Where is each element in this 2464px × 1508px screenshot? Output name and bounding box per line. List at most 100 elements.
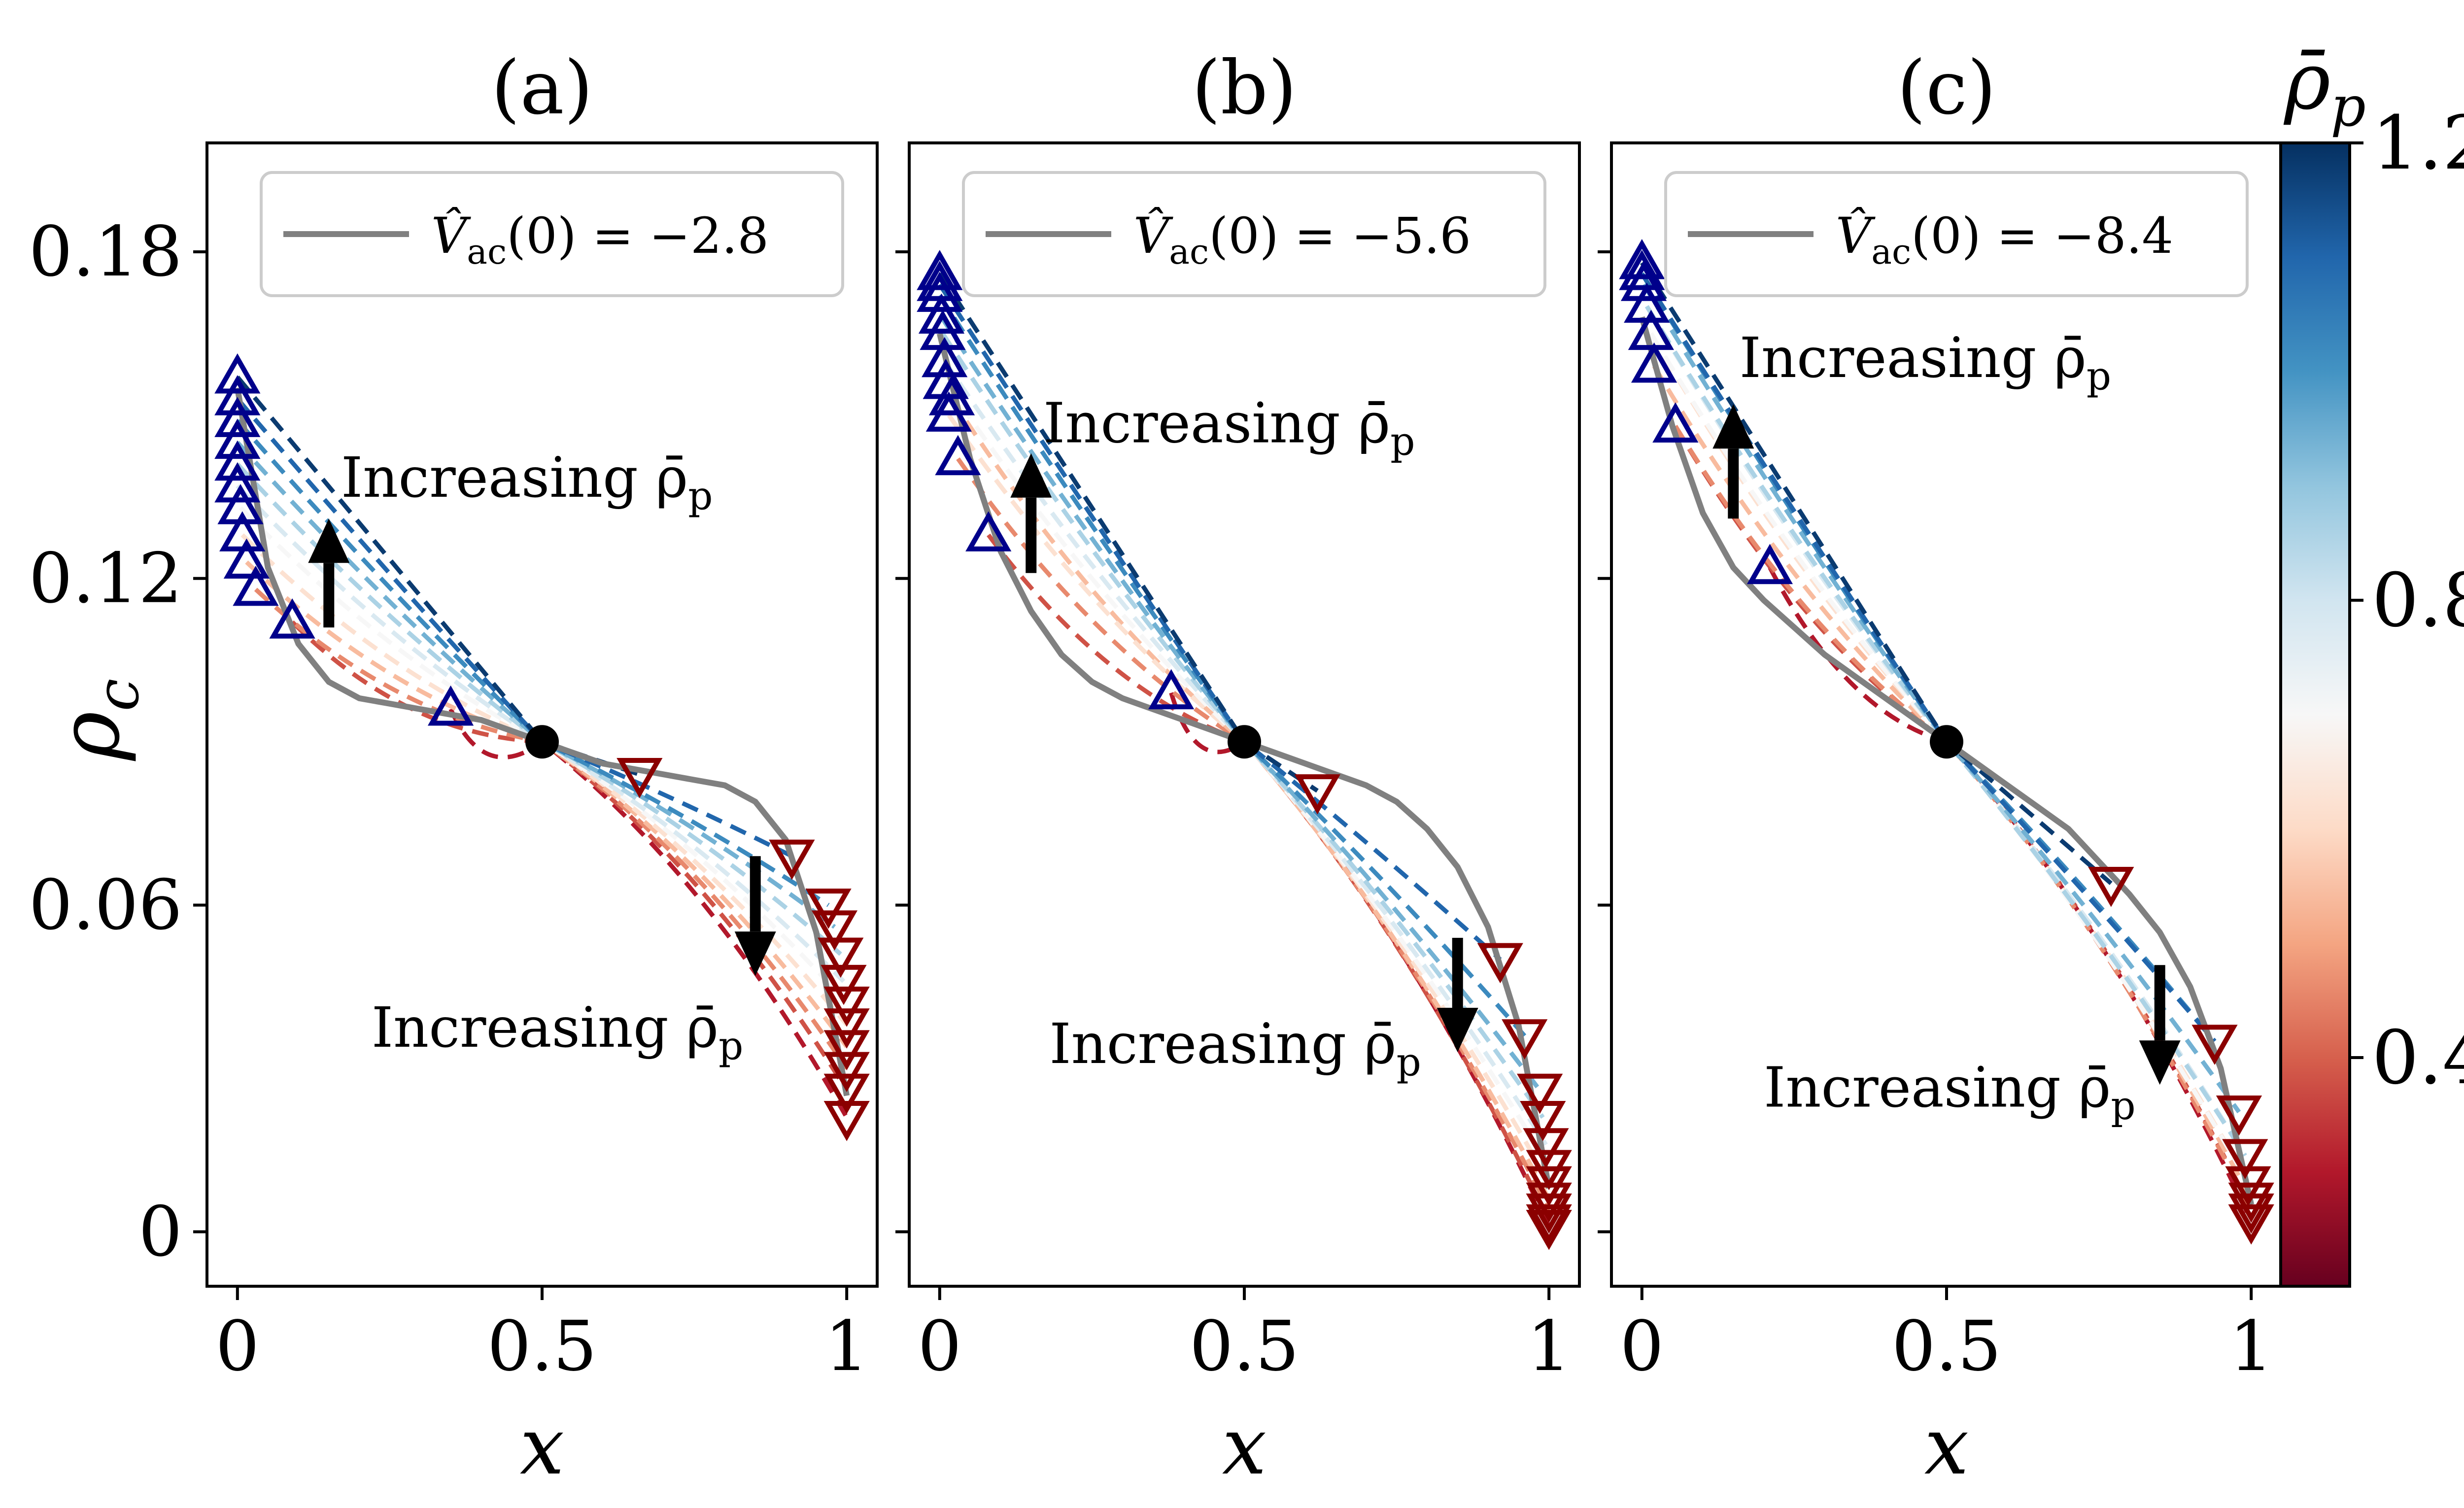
legend-box <box>962 171 1546 297</box>
series-line <box>938 283 1502 961</box>
x-tick-label: 0.5 <box>487 1306 597 1387</box>
legend-label: V̂ac(0) = −5.6 <box>1133 207 1471 272</box>
down-triangle-marker <box>1526 1204 1572 1245</box>
series-line <box>938 272 1319 793</box>
down-triangle-marker <box>616 758 663 798</box>
down-triangle-marker <box>1526 1182 1572 1223</box>
annotation-bottom: Increasing ρ̄p <box>1764 1056 2135 1128</box>
annotation-top: Increasing ρ̄p <box>1740 326 2111 399</box>
up-triangle-marker <box>918 293 965 334</box>
up-triangle-marker <box>1631 342 1677 383</box>
down-triangle-marker <box>1520 1101 1566 1141</box>
down-triangle-marker <box>811 910 858 951</box>
up-triangle-marker <box>1628 309 1674 350</box>
up-arrow <box>308 518 350 563</box>
up-triangle-marker <box>233 565 279 606</box>
x-tick-label: 0.5 <box>1190 1306 1300 1387</box>
up-arrow <box>1010 453 1052 498</box>
down-triangle-marker <box>805 889 852 929</box>
colorbar-tick-label: 0.8 <box>2372 558 2464 644</box>
up-arrow <box>1712 404 1754 449</box>
down-arrow <box>734 931 776 976</box>
up-triangle-marker <box>917 272 963 312</box>
up-triangle-marker <box>965 511 1012 551</box>
annotation-top: Increasing ρ̄p <box>1043 392 1415 464</box>
down-triangle-marker <box>769 839 815 880</box>
up-triangle-marker <box>917 250 963 290</box>
series-line <box>1644 305 2247 1157</box>
panel-title: (b) <box>1192 45 1297 131</box>
down-arrow <box>1437 1007 1478 1052</box>
up-triangle-marker <box>214 397 261 437</box>
plot-area <box>1639 261 2255 1222</box>
up-triangle-marker <box>922 337 968 377</box>
axes-frame <box>205 141 879 1288</box>
series-line <box>236 376 641 777</box>
down-triangle-marker <box>1477 943 1523 984</box>
series-line <box>448 708 849 1119</box>
center-point <box>1228 725 1261 759</box>
up-triangle-marker <box>923 359 969 399</box>
down-triangle-marker <box>2088 866 2134 907</box>
x-tick-label: 0 <box>918 1306 961 1387</box>
colorbar-label: ρ̄p <box>2283 35 2366 139</box>
up-triangle-marker <box>928 375 975 415</box>
up-triangle-marker <box>1746 544 1793 584</box>
down-triangle-marker <box>823 1030 870 1070</box>
down-triangle-marker <box>2228 1193 2274 1234</box>
y-tick-label: 0.12 <box>29 539 182 619</box>
series-line <box>1649 332 2250 1184</box>
x-tick-label: 0 <box>1620 1306 1664 1387</box>
y-tick-label: 0.06 <box>29 865 182 946</box>
x-tick-label: 0.5 <box>1892 1306 2002 1387</box>
center-point <box>1930 725 1963 759</box>
series-line <box>1640 261 2113 885</box>
down-triangle-marker <box>2191 1025 2238 1065</box>
annotation-bottom: Increasing ρ̄p <box>1049 1012 1421 1085</box>
x-tick-label: 1 <box>1527 1306 1571 1387</box>
down-triangle-marker <box>2228 1182 2274 1223</box>
plot-area <box>936 272 1552 1228</box>
series-line <box>956 457 1551 1211</box>
up-triangle-marker <box>1619 250 1665 290</box>
down-triangle-marker <box>2216 1095 2262 1136</box>
annotation-bottom: Increasing ρ̄p <box>372 996 743 1068</box>
svg-text:ρc: ρc <box>41 679 152 762</box>
legend-box <box>1664 171 2249 297</box>
down-triangle-marker <box>821 964 867 1005</box>
panel-a: (a) 0 0.5 1 x 0 0.06 0.12 0.18 V̂ac(0) = −2.8 Incr… <box>29 45 879 1492</box>
x-axis-label: x <box>1924 1400 1969 1492</box>
down-triangle-marker <box>818 937 864 978</box>
x-tick-label: 1 <box>825 1306 869 1387</box>
panel-title: (a) <box>491 45 593 131</box>
up-triangle-marker <box>1652 402 1699 443</box>
panel-c: (c) 0 0.5 1 x V̂ac(0) = −8.4 Increasing ρ̄p Inc… <box>1598 45 2283 1492</box>
down-triangle-marker <box>1517 1073 1563 1114</box>
panel-b: (b) 0 0.5 1 x V̂ac(0) = −5.6 Increasing ρ̄p Inc… <box>895 45 1581 1492</box>
y-tick-label: 0 <box>138 1192 182 1272</box>
legend-box <box>260 171 844 297</box>
colorbar: 0.4 0.8 1.2ρ̄p <box>2279 35 2464 1288</box>
x-axis-label: x <box>520 1400 564 1492</box>
up-triangle-marker <box>427 685 474 726</box>
down-triangle-marker <box>2222 1139 2268 1179</box>
up-triangle-marker <box>214 375 261 415</box>
center-point <box>525 725 559 759</box>
up-triangle-marker <box>269 598 315 639</box>
up-triangle-marker <box>214 440 261 481</box>
down-triangle-marker <box>823 1073 870 1114</box>
axes-frame <box>908 141 1581 1288</box>
down-triangle-marker <box>2228 1204 2274 1245</box>
up-triangle-marker <box>1619 239 1665 279</box>
colorbar-tick-label: 0.4 <box>2372 1015 2464 1101</box>
annotation-top: Increasing ρ̄p <box>341 446 713 518</box>
x-axis-label: x <box>1222 1400 1266 1492</box>
up-triangle-marker <box>1148 669 1195 710</box>
colorbar-tick-label: 1.2 <box>2372 101 2464 186</box>
down-triangle-marker <box>823 1008 870 1049</box>
up-triangle-marker <box>935 435 981 476</box>
series-line <box>254 587 849 1070</box>
down-triangle-marker <box>1526 1209 1572 1250</box>
series-line <box>290 620 849 1092</box>
